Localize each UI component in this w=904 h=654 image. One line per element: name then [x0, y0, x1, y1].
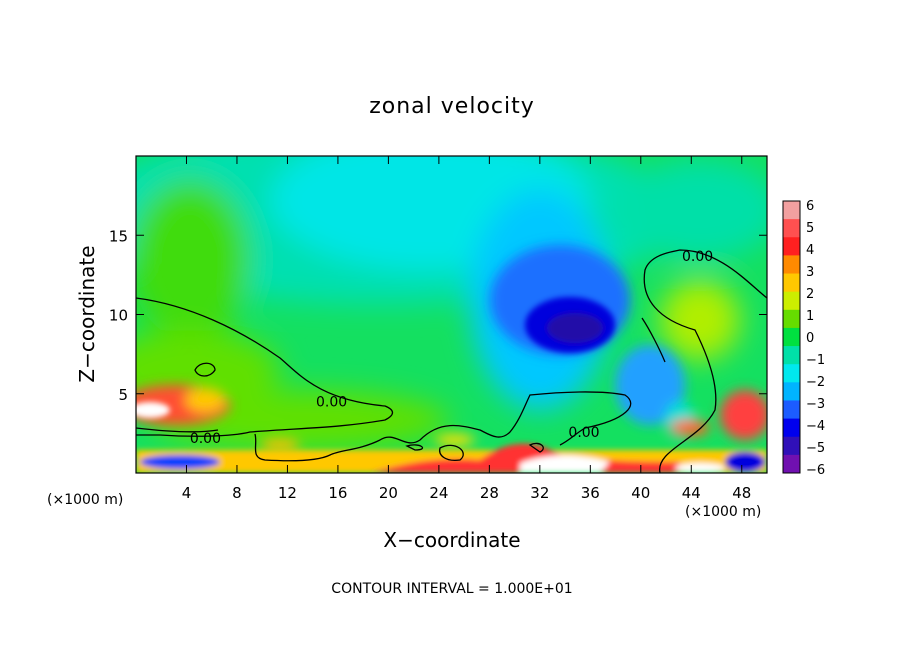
contour-lines — [136, 249, 767, 473]
colorbar: 6 5 4 3 2 1 0 −1 −2 −3 −4 −5 −6 — [782, 199, 825, 478]
colorbar-swatch — [783, 201, 800, 220]
colorbar-swatch — [783, 309, 800, 329]
colorbar-swatch — [783, 400, 800, 420]
x-unit-right: (×1000 m) — [685, 504, 761, 520]
colorbar-tick-label: −1 — [806, 353, 825, 368]
colorbar-swatch — [783, 237, 800, 256]
colorbar-swatch — [783, 255, 800, 275]
colorbar-swatch — [783, 382, 800, 401]
colorbar-swatch — [783, 364, 800, 383]
colorbar-tick-label: 2 — [806, 287, 814, 302]
contour-labels: 0.00 0.00 0.00 0.00 — [190, 249, 713, 447]
colorbar-swatch — [783, 327, 800, 347]
colorbar-tick-label: 0 — [806, 331, 814, 346]
colorbar-tick-label: 6 — [806, 199, 814, 214]
y-tick-label: 15 — [109, 227, 128, 245]
chart-title: zonal velocity — [369, 94, 535, 119]
x-tick-label: 24 — [429, 484, 448, 502]
contour-label: 0.00 — [568, 425, 599, 441]
contour-label: 0.00 — [190, 431, 221, 447]
colorbar-frame — [782, 200, 801, 474]
x-axis-label: X−coordinate — [383, 528, 520, 552]
colorbar-tick-label: −4 — [806, 419, 825, 434]
colorbar-tick-label: −3 — [806, 397, 825, 412]
colorbar-tick-label: −2 — [806, 375, 825, 390]
x-tick-label: 20 — [379, 484, 398, 502]
colorbar-swatch — [783, 219, 800, 238]
y-axis: 5 10 15 — [109, 227, 767, 404]
x-tick-label: 28 — [480, 484, 499, 502]
x-axis: 4 8 12 16 20 24 28 32 36 40 44 48 — [182, 156, 751, 502]
y-tick-label: 10 — [109, 307, 128, 325]
y-axis-label: Z−coordinate — [75, 245, 99, 382]
contour-interval-note: CONTOUR INTERVAL = 1.000E+01 — [331, 581, 572, 597]
colorbar-swatch — [783, 454, 800, 474]
contour-label: 0.00 — [316, 395, 347, 411]
colorbar-swatch — [783, 418, 800, 438]
x-tick-label: 36 — [581, 484, 600, 502]
x-tick-label: 44 — [682, 484, 701, 502]
colorbar-tick-label: 4 — [806, 243, 814, 258]
colorbar-swatch — [783, 436, 800, 456]
x-tick-label: 8 — [232, 484, 242, 502]
colorbar-tick-label: −5 — [806, 441, 825, 456]
contour-label: 0.00 — [682, 249, 713, 265]
x-tick-label: 12 — [278, 484, 297, 502]
heatmap-field — [136, 156, 767, 473]
x-unit-left: (×1000 m) — [47, 492, 123, 508]
colorbar-tick-label: 1 — [806, 309, 814, 324]
colorbar-swatch — [783, 346, 800, 365]
colorbar-tick-label: 3 — [806, 265, 814, 280]
y-tick-label: 5 — [118, 386, 128, 404]
colorbar-swatch — [783, 291, 800, 311]
x-tick-label: 4 — [182, 484, 192, 502]
colorbar-tick-label: −6 — [806, 463, 825, 478]
x-tick-label: 16 — [328, 484, 347, 502]
x-tick-label: 48 — [732, 484, 751, 502]
colorbar-swatch — [783, 273, 800, 293]
colorbar-tick-label: 5 — [806, 221, 814, 236]
x-tick-label: 32 — [530, 484, 549, 502]
x-tick-label: 40 — [631, 484, 650, 502]
